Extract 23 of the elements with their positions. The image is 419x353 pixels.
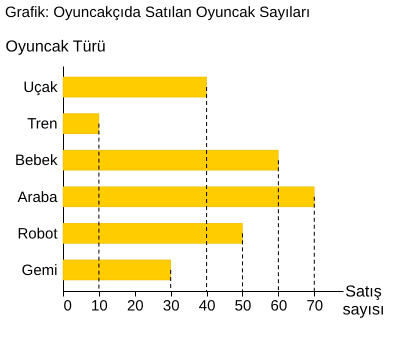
bar — [62, 113, 100, 134]
x-tick-label: 70 — [306, 298, 324, 314]
y-tick-label: Tren — [27, 116, 58, 133]
x-tick-label: 50 — [234, 298, 252, 314]
y-tick-label: Araba — [17, 188, 58, 206]
bar — [62, 260, 171, 280]
y-tick-label: Bebek — [14, 152, 58, 170]
x-tick-label: 30 — [162, 298, 180, 314]
x-axis-title: Satış sayısı — [342, 284, 384, 318]
x-tick-label: 40 — [198, 298, 216, 314]
bar — [62, 76, 207, 98]
x-tick-label: 10 — [91, 298, 108, 314]
y-tick-label: Uçak — [23, 79, 58, 96]
y-axis-title: Oyuncak Türü — [6, 38, 106, 56]
y-tick-label: Robot — [17, 225, 58, 242]
bar — [62, 186, 315, 208]
chart-title: Grafik: Oyuncakçıda Satılan Oyuncak Sayıları — [5, 4, 310, 21]
y-tick-label: Gemi — [22, 262, 58, 279]
bar — [62, 150, 279, 171]
x-tick-label: 0 — [64, 298, 72, 314]
bar — [62, 223, 243, 244]
x-tick-label: 20 — [126, 298, 144, 314]
x-tick-label: 60 — [270, 298, 288, 314]
